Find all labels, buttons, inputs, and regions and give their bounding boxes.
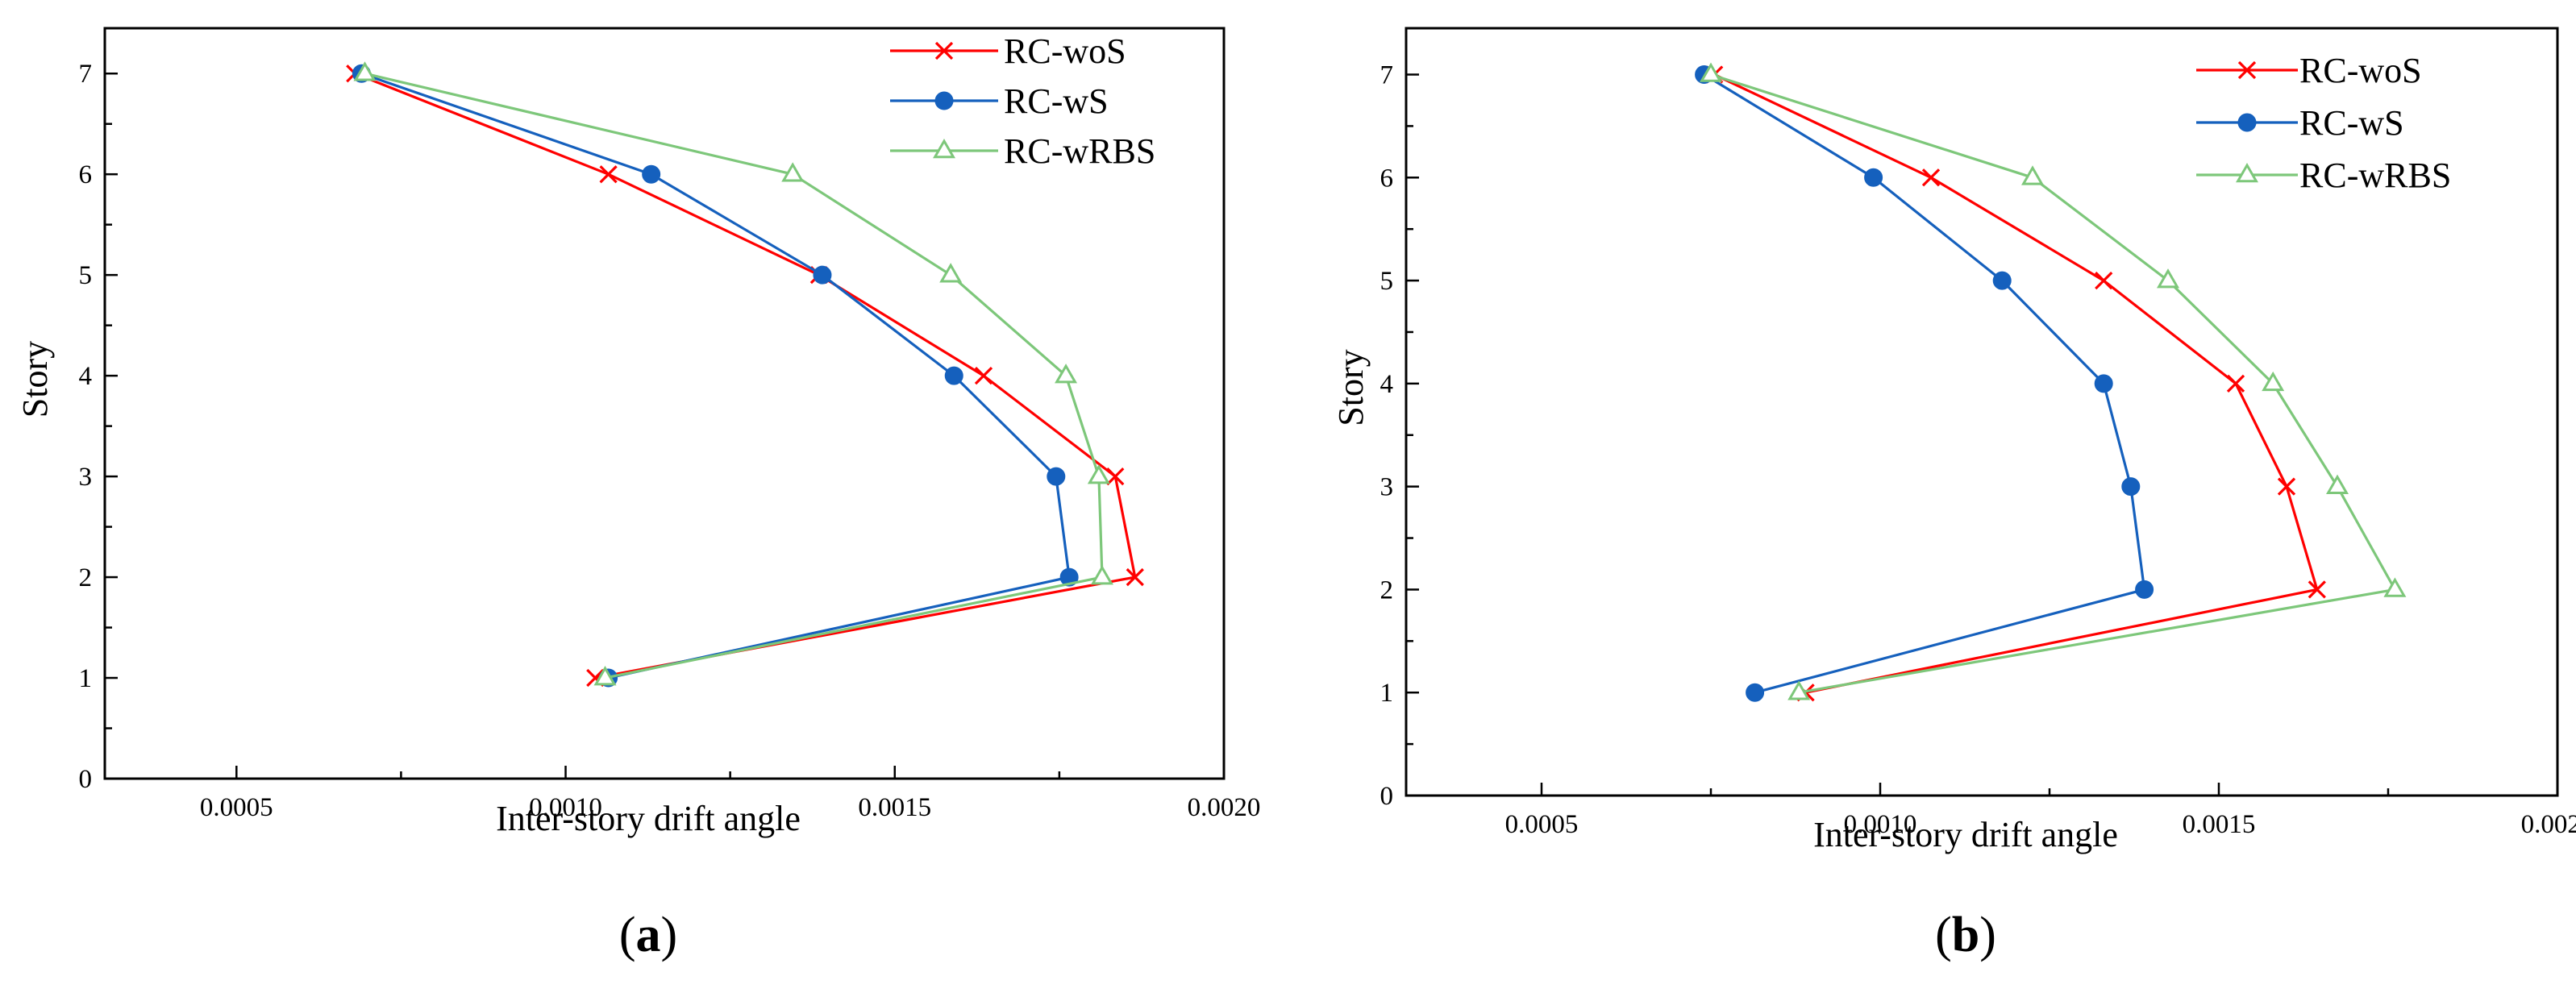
caption-open-paren: ( — [1935, 908, 1952, 962]
point-triangle-marker — [1055, 364, 1078, 384]
y-tick-label: 5 — [79, 261, 93, 290]
y-tick-label: 4 — [1380, 370, 1394, 399]
point-x-marker — [974, 367, 993, 385]
x-axis-title: Inter-story drift angle — [496, 799, 801, 838]
point-circle-marker — [813, 265, 832, 285]
panel-caption: (b) — [1935, 908, 1996, 962]
point-x-marker — [934, 41, 954, 60]
point-circle-marker — [1864, 168, 1883, 187]
caption-close-paren: ) — [1979, 908, 1996, 962]
point-circle-marker — [2135, 580, 2154, 599]
y-tick-label: 1 — [79, 664, 93, 693]
chart-panel-a: 0.0005 0.0010 0.0015 0.0020 0 1 2 3 4 5 6 7 Inter-st… — [15, 27, 1261, 962]
point-triangle-marker — [939, 263, 963, 283]
x-tick-label: 0.0005 — [200, 793, 273, 822]
caption-close-paren: ) — [661, 908, 678, 962]
y-tick-label: 4 — [79, 362, 93, 391]
point-x-marker — [2277, 477, 2296, 496]
point-x-marker — [599, 165, 618, 184]
y-tick-label: 2 — [79, 563, 93, 592]
caption-letter: a — [636, 908, 661, 962]
point-x-marker — [2226, 374, 2245, 393]
point-circle-marker — [944, 366, 963, 385]
x-tick-label: 0.0015 — [858, 793, 931, 822]
point-triangle-marker — [781, 162, 805, 182]
point-triangle-marker — [2326, 474, 2349, 494]
x-tick-label: 0.0020 — [2521, 810, 2576, 839]
point-x-marker — [2237, 60, 2257, 80]
legend-label: RC-wRBS — [2299, 156, 2451, 195]
series-line-rc-ws — [1703, 73, 2146, 694]
x-tick-label: 0.0005 — [1505, 810, 1579, 839]
point-triangle-marker — [2157, 268, 2179, 289]
point-triangle-marker — [593, 666, 617, 686]
x-tick-label: 0.0010 — [1844, 810, 1917, 839]
x-tick-label: 0.0015 — [2183, 810, 2256, 839]
y-tick-label: 0 — [1380, 782, 1394, 811]
point-triangle-marker — [1090, 565, 1113, 585]
point-x-marker — [1106, 467, 1125, 486]
point-triangle-marker — [353, 61, 377, 81]
panel-caption: (a) — [619, 908, 677, 962]
point-circle-marker — [934, 91, 954, 110]
series-line-rc-wrbs — [364, 72, 1104, 679]
point-circle-marker — [2237, 113, 2257, 132]
x-tick-label: 0.0020 — [1188, 793, 1261, 822]
x-tick-label: 0.0010 — [529, 793, 602, 822]
legend-label: RC-woS — [2299, 51, 2422, 90]
y-tick-label: 2 — [1380, 576, 1394, 605]
y-tick-label: 6 — [1380, 164, 1394, 193]
point-triangle-marker — [2262, 371, 2285, 392]
point-triangle-marker — [1087, 464, 1110, 484]
point-x-marker — [2095, 271, 2113, 290]
point-circle-marker — [1992, 271, 2012, 290]
chart-panel-b: 0.0005 0.0010 0.0015 0.0020 0 1 2 3 4 5 6 7 Inter-st… — [1331, 27, 2576, 962]
point-x-marker — [1921, 168, 1941, 187]
point-triangle-marker — [1787, 680, 1811, 700]
y-tick-label: 0 — [79, 765, 93, 794]
point-circle-marker — [642, 164, 661, 184]
caption-letter: b — [1952, 908, 1979, 962]
legend-label: RC-wS — [2299, 103, 2404, 143]
point-x-marker — [2308, 580, 2326, 599]
y-tick-label: 7 — [1380, 61, 1394, 90]
series-line-rc-wos — [1713, 73, 2319, 694]
x-axis-title: Inter-story drift angle — [1813, 815, 2118, 854]
y-tick-label: 5 — [1380, 267, 1394, 296]
y-tick-label: 3 — [79, 463, 93, 492]
plot-frame — [1405, 27, 2559, 797]
point-circle-marker — [1746, 683, 1765, 702]
y-tick-label: 3 — [1380, 473, 1394, 502]
point-triangle-marker — [933, 138, 955, 159]
point-circle-marker — [1059, 567, 1079, 587]
y-tick-label: 7 — [79, 60, 93, 89]
y-axis-title: Story — [1331, 349, 1371, 426]
plot-frame — [103, 27, 1226, 780]
caption-open-paren: ( — [619, 908, 636, 962]
point-circle-marker — [2094, 374, 2113, 393]
y-tick-label: 1 — [1380, 679, 1394, 708]
point-triangle-marker — [1700, 62, 1722, 82]
series-line-rc-wrbs — [1710, 73, 2396, 694]
legend-label: RC-wS — [1004, 81, 1109, 121]
point-circle-marker — [1047, 467, 1066, 486]
point-x-marker — [1126, 567, 1144, 587]
legend-label: RC-woS — [1004, 31, 1126, 71]
legend-label: RC-wRBS — [1004, 131, 1155, 171]
y-axis-title: Story — [15, 341, 55, 418]
point-triangle-marker — [2383, 577, 2407, 597]
point-triangle-marker — [2236, 162, 2258, 183]
point-triangle-marker — [2021, 165, 2044, 185]
y-tick-label: 6 — [79, 160, 93, 189]
point-circle-marker — [2121, 477, 2141, 497]
